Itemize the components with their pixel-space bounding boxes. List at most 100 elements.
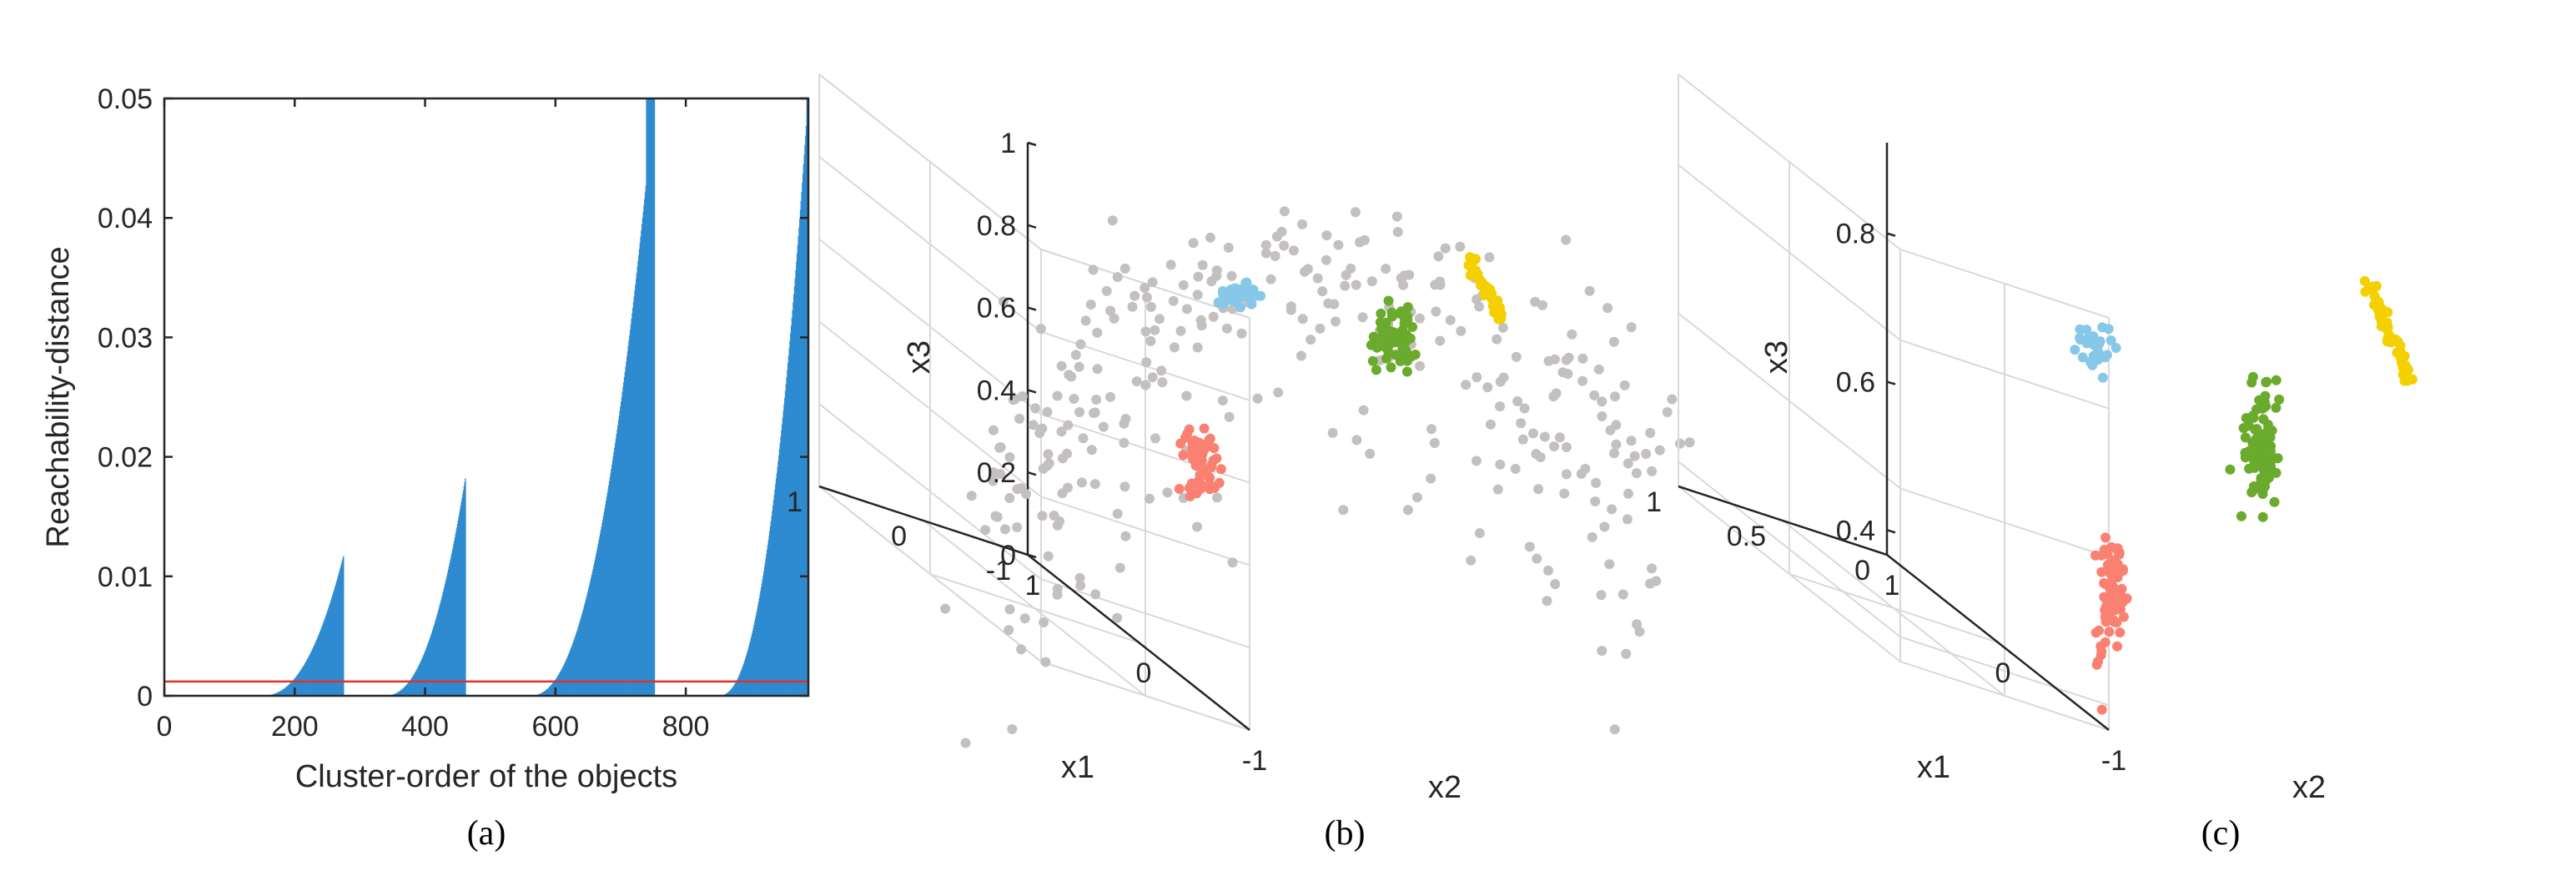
scatter-point [1386, 362, 1396, 373]
reachability-bar [784, 390, 787, 696]
reachability-bar [287, 685, 289, 696]
scatter-point [994, 442, 1005, 453]
scatter-point [1619, 380, 1630, 390]
scatter-point [1092, 327, 1103, 338]
reachability-bar [337, 576, 340, 696]
reachability-bar [453, 541, 455, 696]
reachability-bar [625, 366, 626, 696]
scatter-point [1088, 264, 1099, 275]
scatter-point [1260, 239, 1271, 250]
scatter-point [1209, 443, 1220, 454]
reachability-bar [557, 676, 559, 696]
reachability-bar [314, 642, 316, 696]
scatter-point [1114, 562, 1125, 573]
scatter-point [2247, 371, 2258, 382]
reachability-bar [335, 582, 337, 696]
scatter-point [1105, 305, 1116, 316]
scatter-point [1180, 432, 1190, 443]
scatter-point [992, 511, 1003, 522]
reachability-bar [280, 690, 282, 696]
scatter-point [1043, 449, 1054, 460]
scatter-point [1205, 484, 1215, 495]
scatter-point [2240, 452, 2251, 463]
scatter-point [1188, 238, 1199, 249]
scatter-point [1367, 355, 1378, 366]
reachability-bar [572, 641, 575, 696]
reachability-bar [744, 659, 746, 696]
reachability-bar [571, 645, 573, 696]
reachability-bar [284, 687, 286, 696]
grid-line [923, 520, 1146, 697]
scatter-point [1474, 301, 1485, 312]
scatter-point [1192, 521, 1202, 532]
scatter-point [1463, 259, 1474, 270]
reachability-bar [420, 661, 422, 696]
reachability-bar [644, 199, 646, 697]
scatter-point [1610, 391, 1620, 402]
scatter-point [1004, 493, 1015, 503]
reachability-bar [590, 580, 591, 696]
z-axis-label: x3 [902, 340, 937, 374]
reachability-bar [644, 192, 647, 697]
z-tick-label: 0.8 [1836, 219, 1875, 250]
reachability-bar [778, 455, 780, 696]
scatter-point [1260, 248, 1271, 259]
reachability-bar [771, 516, 772, 696]
scatter-point [1484, 252, 1495, 263]
reachability-bar [763, 571, 765, 696]
scatter-point [1562, 369, 1573, 380]
scatter-point [1255, 290, 1266, 301]
scatter-point [2077, 352, 2088, 363]
reachability-bar [445, 581, 447, 696]
scatter-point [1527, 428, 1538, 439]
scatter-point [1074, 572, 1085, 583]
reachability-bar [441, 597, 443, 696]
scatter-point [1208, 311, 1219, 322]
reachability-bar [605, 504, 606, 696]
reachability-bar [453, 544, 455, 696]
reachability-bar [566, 657, 568, 696]
reachability-bar [794, 278, 796, 696]
reachability-bar [405, 684, 408, 696]
scatter-point [1086, 445, 1097, 456]
reachability-bar [623, 381, 625, 696]
reachability-bar [610, 473, 611, 696]
scatter-point [2386, 337, 2397, 348]
x-tick-label: 400 [401, 711, 449, 743]
scatter-point [1109, 313, 1119, 324]
reachability-bar [650, 98, 652, 696]
reachability-bar [767, 545, 769, 696]
grid-line [1782, 520, 2005, 697]
axis-ticks: 0 200 400 600 800 0 0.01 0.02 0.03 0.04 0.05 [98, 83, 808, 743]
z-tick-label: 0.4 [1836, 515, 1875, 546]
scatter-point [1647, 563, 1658, 574]
scatter-point [1338, 505, 1349, 516]
scatter-point [1577, 353, 1588, 364]
scatter-point [1112, 508, 1123, 519]
reachability-bar [425, 648, 427, 696]
reachability-bar [549, 687, 551, 696]
scatter-point [1273, 387, 1284, 398]
scatter-point [1626, 322, 1637, 333]
scatter-point [2241, 413, 2251, 424]
scatter-point [1227, 557, 1238, 568]
reachability-bar [582, 609, 585, 696]
reachability-bar [727, 692, 729, 696]
reachability-bar [289, 682, 292, 696]
reachability-bar [464, 482, 465, 696]
scatter-point [1470, 254, 1481, 264]
reachability-bar [405, 685, 407, 696]
reachability-bar [546, 689, 548, 696]
scatter-point [1187, 449, 1198, 460]
reachability-bar [435, 618, 437, 696]
reachability-bar [277, 692, 279, 696]
scatter-point [1577, 375, 1588, 386]
reachability-bar [443, 589, 445, 696]
reachability-bar [319, 632, 321, 696]
reachability-bar [427, 642, 430, 696]
x2-tick-label: 1 [1025, 570, 1041, 602]
reachability-bar [447, 569, 450, 696]
reachability-bar [622, 386, 624, 696]
scatter-point [1150, 325, 1160, 335]
reachability-bar [323, 621, 325, 696]
